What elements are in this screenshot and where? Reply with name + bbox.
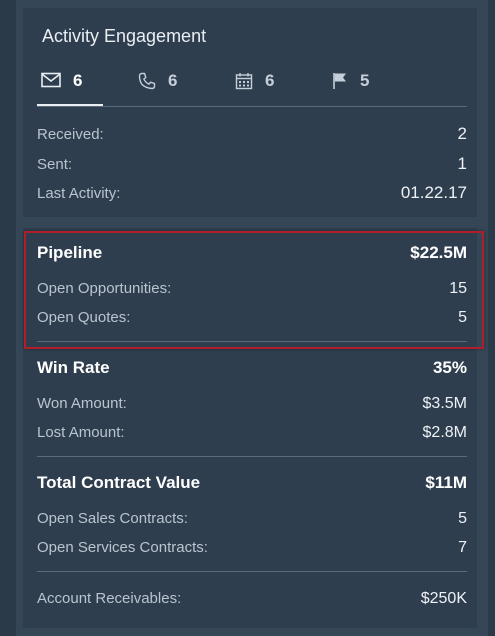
contract-value: $11M xyxy=(425,473,467,492)
open-opportunities-label: Open Opportunities: xyxy=(37,280,172,297)
pipeline-title: Pipeline xyxy=(37,243,103,262)
calendar-icon xyxy=(235,70,253,90)
phone-icon xyxy=(138,70,156,90)
contract-title: Total Contract Value xyxy=(37,473,201,492)
sent-value: 1 xyxy=(457,154,467,173)
won-amount-label: Won Amount: xyxy=(37,395,127,412)
active-tab-indicator xyxy=(37,104,103,107)
sent-label: Sent: xyxy=(37,156,73,173)
win-rate-value: 35% xyxy=(432,358,467,377)
tabs-divider xyxy=(37,106,467,107)
open-quotes-label: Open Quotes: xyxy=(37,309,131,326)
open-services-contracts-label: Open Services Contracts: xyxy=(37,539,208,556)
mail-icon xyxy=(41,70,61,88)
open-services-contracts-value: 7 xyxy=(458,539,467,556)
open-services-contracts-row: Open Services Contracts: 7 xyxy=(37,539,467,557)
won-amount-value: $3.5M xyxy=(422,395,467,412)
open-quotes-value: 5 xyxy=(458,309,467,326)
lost-amount-label: Lost Amount: xyxy=(37,424,125,441)
contract-header[interactable]: Total Contract Value $11M xyxy=(37,473,467,493)
account-receivables-label: Account Receivables: xyxy=(37,590,182,607)
pipeline-value: $22.5M xyxy=(410,243,467,262)
lost-amount-value: $2.8M xyxy=(422,424,467,441)
tab-email-count: 6 xyxy=(73,71,83,90)
last-activity-row: Last Activity: 01.22.17 xyxy=(37,183,467,203)
open-opportunities-row: Open Opportunities: 15 xyxy=(37,280,467,298)
activity-engagement-card xyxy=(23,8,477,217)
last-activity-label: Last Activity: xyxy=(37,185,121,202)
account-receivables-value: $250K xyxy=(420,590,467,607)
lost-amount-row: Lost Amount: $2.8M xyxy=(37,424,467,442)
last-activity-value: 01.22.17 xyxy=(400,183,467,202)
tab-phone[interactable]: 6 xyxy=(138,66,198,106)
activity-tabs: 6 6 6 xyxy=(37,66,467,107)
contract-divider xyxy=(37,571,467,572)
pipeline-divider xyxy=(37,341,467,342)
tab-calendar-count: 6 xyxy=(265,71,275,90)
win-rate-title: Win Rate xyxy=(37,358,110,377)
open-sales-contracts-row: Open Sales Contracts: 5 xyxy=(37,510,467,528)
account-receivables-row: Account Receivables: $250K xyxy=(37,590,467,608)
activity-engagement-title: Activity Engagement xyxy=(42,26,207,46)
tab-flag[interactable]: 5 xyxy=(332,66,392,106)
win-rate-header[interactable]: Win Rate 35% xyxy=(37,358,467,378)
tab-calendar[interactable]: 6 xyxy=(235,66,295,106)
sent-row: Sent: 1 xyxy=(37,154,467,174)
received-value: 2 xyxy=(457,124,467,143)
tab-flag-count: 5 xyxy=(360,71,370,90)
metrics-card xyxy=(23,228,477,628)
flag-icon xyxy=(332,70,348,90)
tab-phone-count: 6 xyxy=(168,71,178,90)
open-opportunities-value: 15 xyxy=(449,280,467,297)
open-quotes-row: Open Quotes: 5 xyxy=(37,309,467,327)
tab-email[interactable]: 6 xyxy=(41,66,103,106)
won-amount-row: Won Amount: $3.5M xyxy=(37,395,467,413)
open-sales-contracts-label: Open Sales Contracts: xyxy=(37,510,188,527)
pipeline-header[interactable]: Pipeline $22.5M xyxy=(37,243,467,263)
received-row: Received: 2 xyxy=(37,124,467,144)
win-rate-divider xyxy=(37,456,467,457)
received-label: Received: xyxy=(37,126,104,143)
open-sales-contracts-value: 5 xyxy=(458,510,467,527)
